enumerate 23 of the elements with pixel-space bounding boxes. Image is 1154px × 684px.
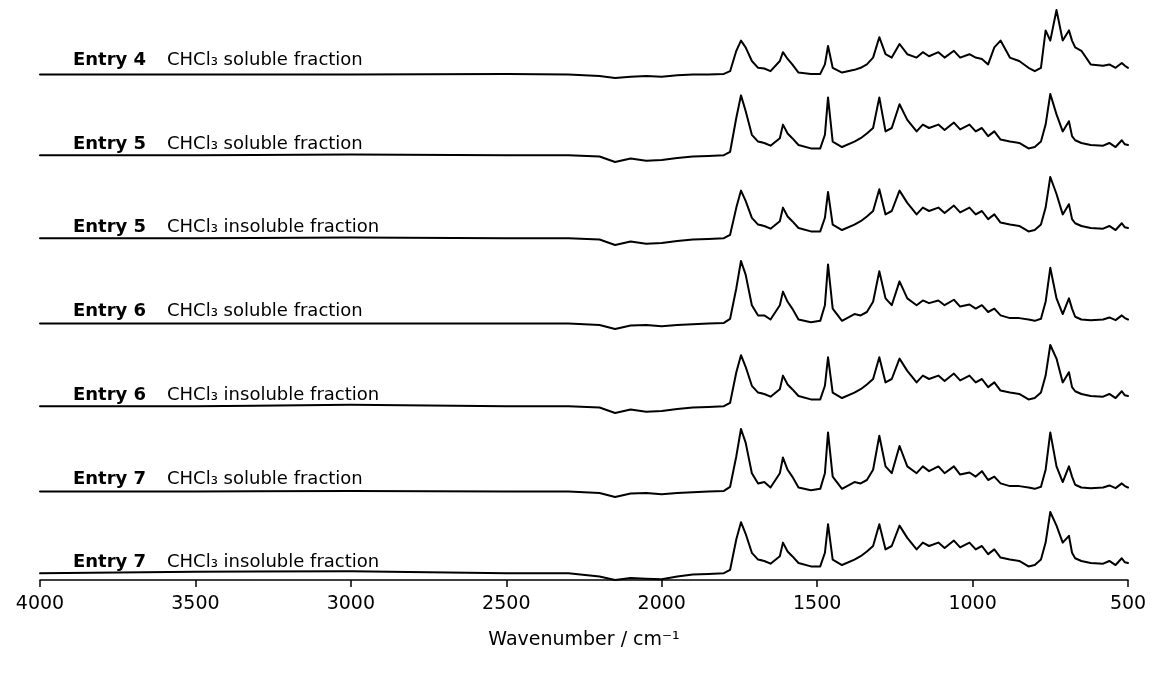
text: CHCl₃ soluble fraction (167, 466, 363, 487)
x-axis-title: Wavenumber / cm⁻¹ (488, 626, 680, 649)
text: CHCl₃ soluble fraction (167, 298, 363, 320)
text: Entry 7 (73, 549, 147, 571)
text: CHCl₃ insoluble fraction (167, 382, 380, 404)
text: CHCl₃ insoluble fraction (167, 214, 380, 236)
x-tick-label: 500 (1109, 590, 1147, 613)
text: CHCl₃ insoluble fraction (167, 549, 380, 571)
text: Entry 7 (73, 466, 147, 487)
text: Entry 5 (73, 131, 147, 153)
x-tick-label: 3000 (326, 590, 376, 613)
text: Entry 6 (73, 298, 147, 320)
text: CHCl₃ soluble fraction (167, 131, 363, 153)
x-tick-label: 3500 (171, 590, 220, 613)
x-tick-label: 1000 (948, 590, 997, 613)
text: CHCl₃ soluble fraction (167, 47, 363, 69)
x-tick-label: 1500 (792, 590, 842, 613)
text: Entry 6 (73, 382, 147, 404)
text: Entry 4 (73, 47, 147, 69)
x-tick-label: 2500 (482, 590, 531, 613)
x-tick-label: 4000 (15, 590, 65, 613)
x-tick-label: 2000 (637, 590, 686, 613)
text: Entry 5 (73, 214, 147, 236)
